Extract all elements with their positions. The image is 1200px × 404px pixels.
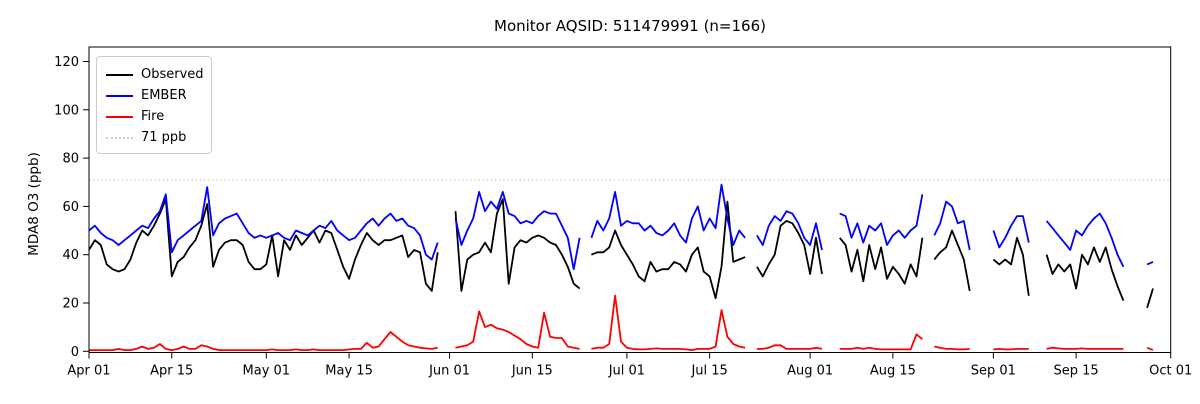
x-tick-label: Oct 01 bbox=[1149, 364, 1192, 379]
legend-line-sample bbox=[106, 94, 133, 97]
x-tick-label: May 15 bbox=[325, 364, 373, 379]
fire-line bbox=[89, 294, 1154, 351]
chart-title: Monitor AQSID: 511479991 (n=166) bbox=[494, 17, 766, 35]
legend: Observed EMBER Fire 71 ppb bbox=[96, 56, 212, 154]
y-tick-label: 80 bbox=[62, 152, 79, 167]
y-tick-label: 40 bbox=[62, 248, 79, 263]
y-axis-label: MDA8 O3 (ppb) bbox=[26, 152, 42, 256]
x-tick-label: Apr 01 bbox=[67, 364, 110, 379]
legend-entry: Fire bbox=[97, 106, 211, 127]
y-tick-label: 20 bbox=[62, 296, 79, 311]
legend-label: Observed bbox=[141, 67, 204, 82]
x-tick-label: Jun 15 bbox=[511, 364, 553, 379]
y-tick-label: 60 bbox=[62, 200, 79, 215]
observed-line bbox=[88, 198, 1154, 309]
x-tick-label: May 01 bbox=[243, 364, 291, 379]
legend-line-sample bbox=[106, 73, 133, 76]
legend-label: Fire bbox=[141, 109, 165, 124]
legend-label: EMBER bbox=[141, 88, 187, 103]
x-tick-label: Jun 01 bbox=[428, 364, 470, 379]
legend-label: 71 ppb bbox=[141, 130, 187, 145]
x-tick-label: Aug 01 bbox=[787, 364, 833, 379]
y-tick-label: 0 bbox=[71, 345, 79, 360]
legend-entry: EMBER bbox=[97, 85, 211, 106]
legend-line-sample bbox=[106, 115, 133, 118]
x-tick-label: Jul 01 bbox=[608, 364, 645, 379]
x-tick-label: Aug 15 bbox=[870, 364, 916, 379]
y-tick-label: 120 bbox=[54, 55, 79, 70]
plot-frame bbox=[88, 46, 1172, 353]
x-tick-label: Apr 15 bbox=[150, 364, 193, 379]
x-tick-label: Jul 15 bbox=[690, 364, 727, 379]
ember-line bbox=[88, 183, 1154, 271]
x-tick-label: Sep 01 bbox=[971, 364, 1016, 379]
legend-entry: 71 ppb bbox=[97, 127, 211, 148]
legend-line-sample bbox=[106, 136, 133, 139]
x-tick-label: Sep 15 bbox=[1054, 364, 1099, 379]
y-tick-label: 100 bbox=[54, 103, 79, 118]
legend-entry: Observed bbox=[97, 64, 211, 85]
